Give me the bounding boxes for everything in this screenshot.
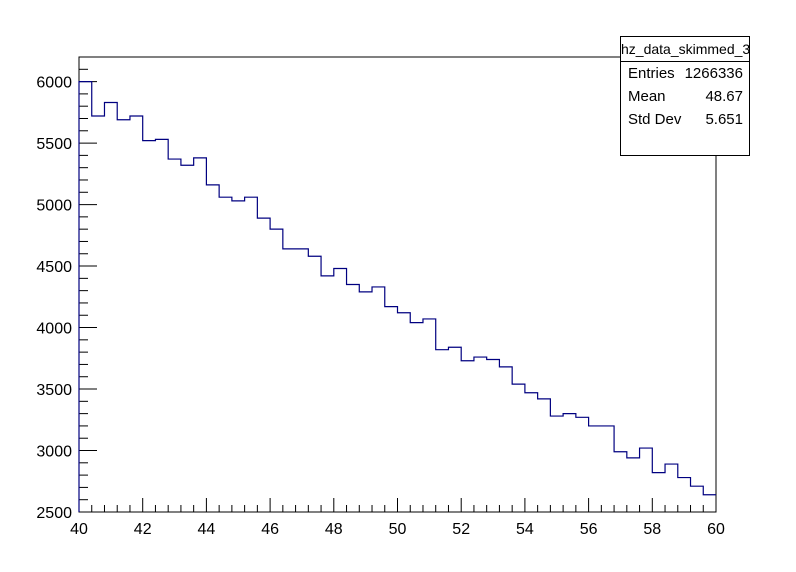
y-axis: 2500 3000 3500 4000 4500 5000 5500 6000 <box>36 56 97 522</box>
x-tick-label: 46 <box>261 521 279 538</box>
stats-row-entries: Entries 1266336 <box>621 62 749 85</box>
x-tick-label: 40 <box>70 521 88 538</box>
stats-row-mean: Mean 48.67 <box>621 85 749 108</box>
y-tick-label: 3500 <box>36 382 72 399</box>
y-tick-label: 2500 <box>36 505 72 522</box>
entries-label: Entries <box>628 65 675 82</box>
x-tick-label: 52 <box>452 521 470 538</box>
histogram-line <box>78 80 716 512</box>
y-tick-label: 3000 <box>36 444 72 461</box>
y-tick-label: 5500 <box>36 136 72 153</box>
stats-row-stddev: Std Dev 5.651 <box>621 108 749 131</box>
x-tick-label: 56 <box>580 521 598 538</box>
stats-title: hz_data_skimmed_3 <box>621 37 750 62</box>
x-axis: 40 42 44 46 48 50 52 54 56 58 60 <box>70 498 725 538</box>
y-tick-label: 5000 <box>36 198 72 215</box>
x-tick-label: 48 <box>325 521 343 538</box>
x-tick-label: 50 <box>389 521 407 538</box>
y-tick-label: 6000 <box>36 75 72 92</box>
mean-label: Mean <box>628 88 666 105</box>
stddev-label: Std Dev <box>628 111 682 128</box>
entries-value: 1266336 <box>684 65 743 82</box>
x-tick-label: 42 <box>134 521 152 538</box>
x-tick-label: 54 <box>516 521 534 538</box>
y-tick-label: 4000 <box>36 321 72 338</box>
x-tick-label: 58 <box>643 521 661 538</box>
stats-box: hz_data_skimmed_3 Entries 1266336 Mean 4… <box>620 36 750 156</box>
x-tick-label: 44 <box>198 521 216 538</box>
y-tick-label: 4500 <box>36 259 72 276</box>
x-tick-label: 60 <box>707 521 725 538</box>
stddev-value: 5.651 <box>705 111 743 128</box>
mean-value: 48.67 <box>705 88 743 105</box>
